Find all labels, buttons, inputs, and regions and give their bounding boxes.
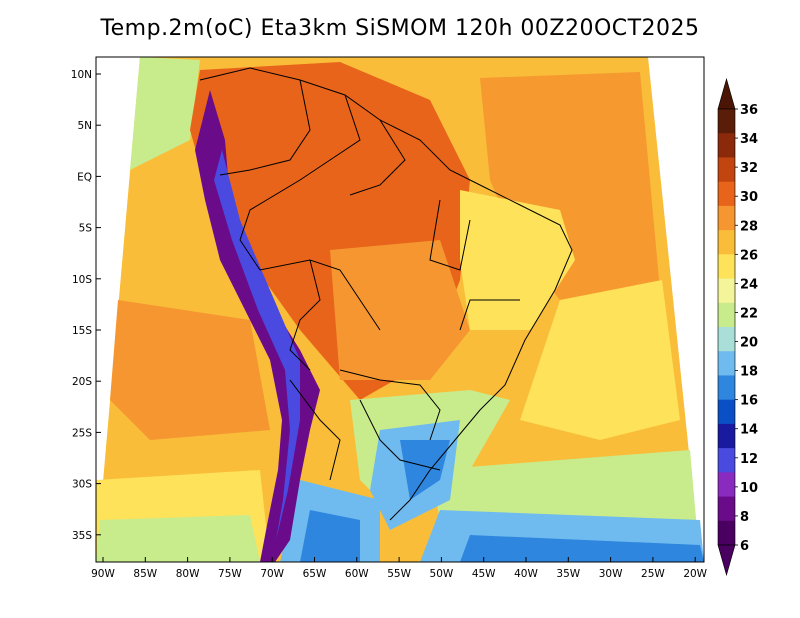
colorbar-segment (718, 375, 735, 401)
lat-tick-label: 20S (72, 376, 92, 388)
lon-tick-label: 70W (260, 568, 284, 580)
colorbar-label: 20 (740, 336, 758, 351)
colorbar-segment (718, 181, 735, 207)
lon-tick-label: 75W (218, 568, 242, 580)
colorbar-label: 32 (740, 161, 758, 176)
colorbar-label: 34 (740, 132, 758, 147)
colorbar-bottom-arrow (717, 544, 736, 577)
lat-tick-label: 15S (72, 325, 92, 337)
colorbar-segment (718, 205, 735, 231)
colorbar-label: 6 (740, 539, 749, 554)
colorbar-label: 18 (740, 365, 758, 380)
colorbar-segment (718, 423, 735, 449)
lat-tick-label: 10N (71, 69, 92, 81)
andes-inner (214, 150, 300, 540)
colorbar-segment (718, 496, 735, 522)
colorbar-segment (718, 399, 735, 425)
colorbar-segment (718, 448, 735, 473)
colorbar-segment (718, 133, 735, 158)
colorbar-label: 14 (740, 423, 758, 438)
colorbar-segment (718, 327, 735, 352)
lon-tick-label: 25W (641, 568, 665, 580)
colorbar-label: 24 (740, 277, 758, 292)
colorbar-segment (718, 230, 735, 255)
colorbar-top-arrow (717, 77, 736, 110)
lon-tick-label: 80W (176, 568, 200, 580)
pacific-south-colder (96, 515, 260, 562)
pacific-hot (110, 300, 270, 440)
lon-tick-label: 60W (345, 568, 369, 580)
colorbar-segment (718, 472, 735, 498)
land-northeast (460, 190, 575, 330)
lon-tick-label: 40W (514, 568, 538, 580)
lon-tick-label: 20W (683, 568, 707, 580)
lon-tick-label: 30W (599, 568, 623, 580)
lon-tick-label: 55W (387, 568, 411, 580)
colorbar-label: 26 (740, 248, 758, 263)
lat-tick-label: 30S (72, 479, 92, 491)
country-borders (199, 67, 573, 521)
colorbar-segment (718, 351, 735, 376)
lat-tick-label: EQ (77, 171, 92, 183)
pacific-west-band (130, 57, 200, 170)
colorbar-label: 10 (740, 481, 758, 496)
colorbar-segment (718, 109, 735, 134)
lon-tick-label: 65W (303, 568, 327, 580)
colorbar-label: 36 (740, 103, 758, 118)
lon-tick-label: 50W (430, 568, 454, 580)
colorbar-label: 22 (740, 306, 758, 321)
lat-tick-label: 25S (72, 427, 92, 439)
plot-frame (95, 56, 705, 563)
lon-tick-label: 90W (91, 568, 115, 580)
lat-tick-label: 5N (77, 120, 92, 132)
lon-tick-label: 35W (556, 568, 580, 580)
land-south-colder (400, 440, 450, 500)
lat-tick-label: 35S (72, 530, 92, 542)
lat-tick-label: 5S (79, 223, 93, 235)
colorbar: 36 34 32 30 28 26 24 22 20 18 16 14 12 10 8 6 (717, 77, 758, 577)
lon-tick-label: 85W (133, 568, 157, 580)
map-field (96, 57, 704, 562)
colorbar-segment (718, 520, 735, 546)
patagonia-colder (300, 510, 360, 562)
colorbar-label: 16 (740, 394, 758, 409)
colorbar-label: 12 (740, 452, 758, 467)
land-center (330, 240, 470, 380)
lat-tick-label: 10S (72, 274, 92, 286)
colorbar-segment (718, 302, 735, 328)
colorbar-label: 28 (740, 219, 758, 234)
south-atlantic-colder (460, 535, 704, 562)
colorbar-segment (718, 254, 735, 280)
colorbar-label: 8 (740, 510, 749, 525)
colorbar-label: 30 (740, 190, 758, 205)
colorbar-segment (718, 157, 735, 183)
latitude-axis: 10N 5N EQ 5S 10S 15S 20S 25S 30S 35S (71, 69, 101, 542)
map-title: Temp.2m(oC) Eta3km SiSMOM 120h 00Z20OCT2… (100, 16, 700, 41)
longitude-axis: 90W 85W 80W 75W 70W 65W 60W 55W 50W 45W 40W 35W 30W 2… (91, 557, 708, 580)
atlantic-warm-band (520, 280, 680, 440)
colorbar-outline (717, 108, 736, 546)
lon-tick-label: 45W (472, 568, 496, 580)
colorbar-segment (718, 278, 735, 304)
